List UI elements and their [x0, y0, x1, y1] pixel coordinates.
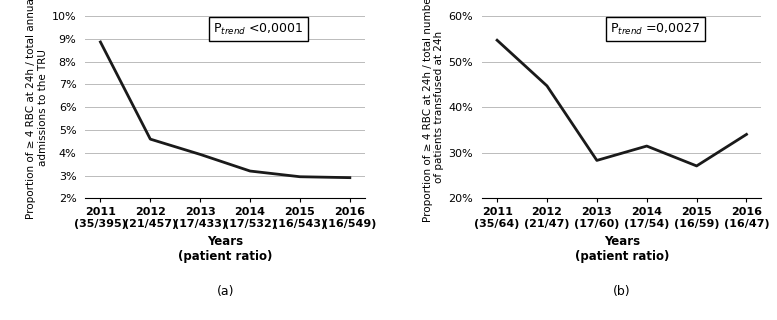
Text: P$_{trend}$ <0,0001: P$_{trend}$ <0,0001 [214, 21, 304, 36]
Text: (a): (a) [216, 284, 234, 298]
Y-axis label: Proportion of ≥ 4 RBC at 24h / total number
of patients transfused at 24h: Proportion of ≥ 4 RBC at 24h / total num… [423, 0, 444, 222]
Text: P$_{trend}$ =0,0027: P$_{trend}$ =0,0027 [610, 21, 701, 36]
X-axis label: Years
(patient ratio): Years (patient ratio) [575, 235, 669, 263]
Text: (b): (b) [613, 284, 631, 298]
X-axis label: Years
(patient ratio): Years (patient ratio) [178, 235, 272, 263]
Y-axis label: Proportion of ≥ 4 RBC at 24h / total annual
admissions to the TRU: Proportion of ≥ 4 RBC at 24h / total ann… [26, 0, 47, 219]
